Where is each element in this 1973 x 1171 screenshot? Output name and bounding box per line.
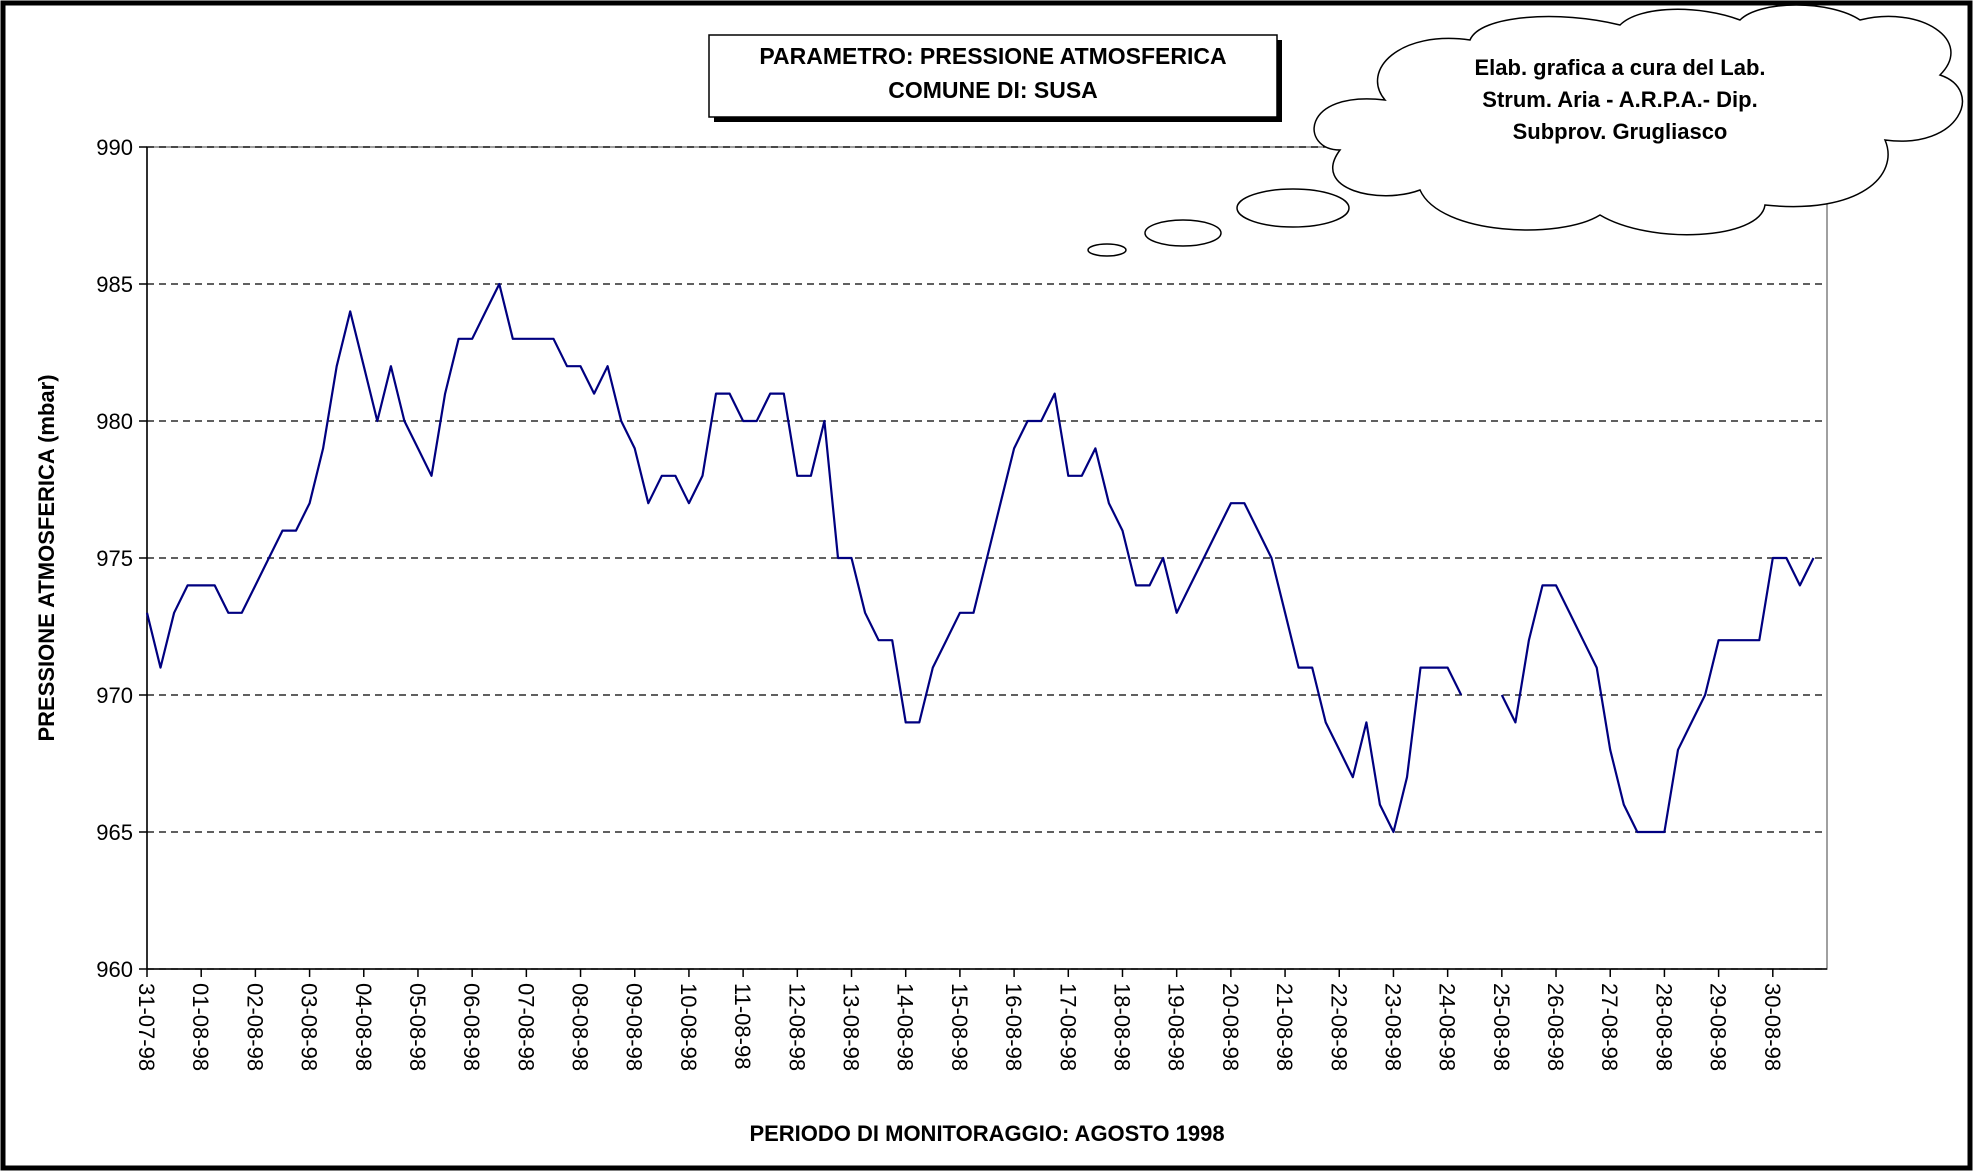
x-tick-label: 24-08-98 [1435, 983, 1460, 1071]
annotation: Strum. Aria - A.R.P.A.- Dip. [1482, 87, 1757, 112]
x-tick-label: 15-08-98 [947, 983, 972, 1071]
chart-title: PARAMETRO: PRESSIONE ATMOSFERICA [759, 43, 1226, 69]
y-tick-label: 985 [96, 272, 133, 297]
x-tick-label: 11-08-98 [730, 983, 755, 1069]
x-tick-label: 13-08-98 [839, 983, 864, 1071]
x-tick-label: 14-08-98 [893, 983, 918, 1071]
y-tick-label: 970 [96, 683, 133, 708]
x-tick-label: 25-08-98 [1489, 983, 1514, 1071]
x-tick-label: 27-08-98 [1597, 983, 1622, 1071]
y-tick-label: 975 [96, 546, 133, 571]
x-tick-label: 12-08-98 [784, 983, 809, 1071]
x-tick-label: 20-08-98 [1218, 983, 1243, 1071]
x-tick-label: 29-08-98 [1706, 983, 1731, 1071]
cloud [1087, 4, 1964, 257]
x-tick-label: 18-08-98 [1109, 983, 1134, 1071]
x-tick-label: 09-08-98 [622, 983, 647, 1071]
x-tick-label: 08-08-98 [568, 983, 593, 1071]
y-tick-label: 965 [96, 820, 133, 845]
chart-title: COMUNE DI: SUSA [888, 77, 1098, 103]
data-line [145, 282, 1463, 834]
x-tick-label: 06-08-98 [459, 983, 484, 1071]
annotation: Subprov. Grugliasco [1513, 119, 1728, 144]
x-tick-label: 02-08-98 [242, 983, 267, 1071]
x-tick-label: 03-08-98 [297, 983, 322, 1071]
y-tick-label: 990 [96, 135, 133, 160]
x-tick-label: 16-08-98 [1001, 983, 1026, 1071]
x-tick-label: 04-08-98 [351, 983, 376, 1071]
x-tick-label: 28-08-98 [1651, 983, 1676, 1071]
cloud-bubble [1144, 219, 1222, 247]
x-tick-label: 30-08-98 [1760, 983, 1785, 1071]
cloud-bubble [1087, 243, 1127, 257]
title-box [708, 34, 1278, 118]
y-tick-label: 960 [96, 957, 133, 982]
x-tick-label: 01-08-98 [188, 983, 213, 1071]
cloud-shape [1313, 4, 1964, 236]
x-tick-label: 05-08-98 [405, 983, 430, 1071]
annotation: Elab. grafica a cura del Lab. [1475, 55, 1766, 80]
x-tick-label: 22-08-98 [1326, 983, 1351, 1071]
x-tick-label: 10-08-98 [676, 983, 701, 1071]
x-tick-label: 19-08-98 [1164, 983, 1189, 1071]
y-tick-label: 980 [96, 409, 133, 434]
x-tick-label: 26-08-98 [1543, 983, 1568, 1071]
data-line [1500, 556, 1815, 834]
x-tick-label: 23-08-98 [1380, 983, 1405, 1071]
y-axis-label: PRESSIONE ATMOSFERICA (mbar) [34, 374, 59, 741]
x-tick-label: 07-08-98 [513, 983, 538, 1071]
x-tick-label: 17-08-98 [1055, 983, 1080, 1071]
cloud-bubble [1236, 188, 1350, 228]
x-tick-label: 21-08-98 [1272, 983, 1297, 1071]
x-tick-label: 31-07-98 [134, 983, 159, 1071]
x-axis-label: PERIODO DI MONITORAGGIO: AGOSTO 1998 [749, 1121, 1224, 1146]
